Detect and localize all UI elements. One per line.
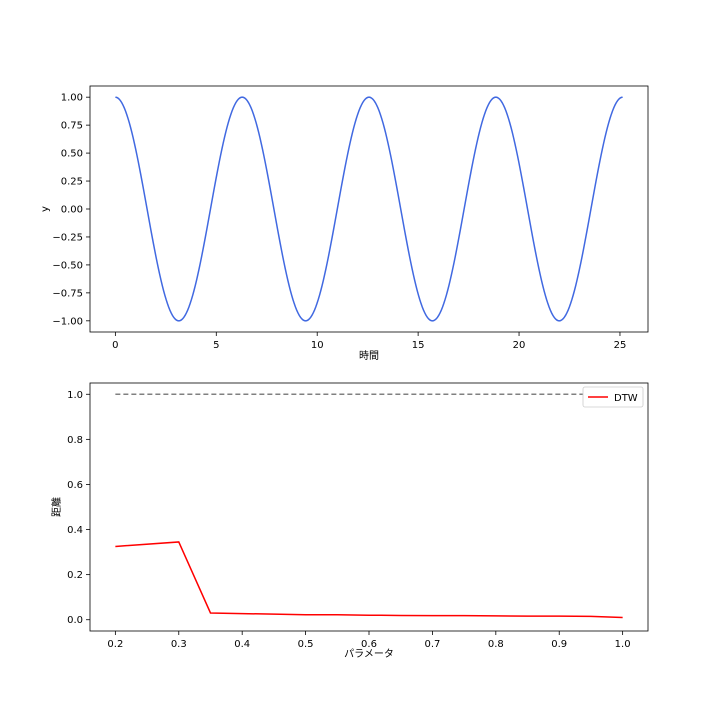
- top-chart: 0 5 10 15 20 25 −1.00 −0.75 −0.50 −0.25 0.00 0.25 0.…: [40, 85, 649, 362]
- bottom-chart-ytick-label: 0.0: [67, 615, 83, 626]
- top-chart-xtick-label: 15: [412, 340, 425, 351]
- bottom-chart-ytick-label: 1.0: [67, 390, 83, 401]
- top-chart-xtick-label: 0: [112, 340, 118, 351]
- legend-box: [582, 386, 644, 408]
- top-chart-xtick-label: 10: [311, 340, 324, 351]
- top-chart-ytick-label: 0.00: [61, 205, 83, 216]
- bottom-chart-xtick-label: 0.5: [298, 639, 314, 650]
- bottom-chart-xtick-label: 0.6: [361, 639, 377, 650]
- bottom-chart-xtick-label: 0.2: [107, 639, 123, 650]
- top-chart-ytick-label: 1.00: [61, 93, 83, 104]
- bottom-chart-xtick-label: 0.8: [488, 639, 504, 650]
- bottom-chart-ytick-label: 0.6: [67, 480, 83, 491]
- top-chart-ytick-label: −0.25: [52, 232, 83, 243]
- top-chart-cosine-line: [115, 96, 623, 322]
- top-chart-ytick-label: 0.75: [61, 121, 83, 132]
- bottom-chart-series: [115, 393, 623, 619]
- bottom-chart-ytick-label: 0.4: [67, 525, 83, 536]
- bottom-chart-xtick-label: 0.7: [424, 639, 440, 650]
- top-chart-ytick-label: −0.75: [52, 288, 83, 299]
- bottom-chart: 0.2 0.3 0.4 0.5 0.6 0.7 0.8 0.9 1.0 0.0 0.2 0.4 0.6 0…: [50, 382, 649, 660]
- top-chart-ytick-label: 0.25: [61, 177, 83, 188]
- top-chart-xtick-label: 25: [614, 340, 627, 351]
- top-chart-xtick-label: 20: [513, 340, 526, 351]
- bottom-chart-ytick-label: 0.2: [67, 570, 83, 581]
- bottom-chart-xtick-label: 1.0: [615, 639, 631, 650]
- top-chart-series: [115, 96, 623, 322]
- bottom-chart-xtick-label: 0.3: [171, 639, 187, 650]
- bottom-chart-xtick-label: 0.4: [234, 639, 250, 650]
- bottom-chart-ylabel: 距離: [50, 497, 63, 517]
- top-chart-ytick-label: −0.50: [52, 260, 83, 271]
- bottom-chart-xlabel: パラメータ: [344, 648, 394, 660]
- top-chart-ticks: 0 5 10 15 20 25 −1.00 −0.75 −0.50 −0.25 0.00 0.25 0.…: [52, 93, 626, 351]
- top-chart-ytick-label: −1.00: [52, 316, 83, 327]
- bottom-chart-ytick-label: 0.8: [67, 435, 83, 446]
- top-chart-xlabel: 時間: [359, 350, 379, 362]
- top-chart-xtick-label: 5: [213, 340, 219, 351]
- top-chart-ytick-label: 0.50: [61, 149, 83, 160]
- bottom-chart-dtw-line: [115, 541, 623, 619]
- bottom-chart-ticks: 0.2 0.3 0.4 0.5 0.6 0.7 0.8 0.9 1.0 0.0 0.2 0.4 0.6 0…: [67, 390, 630, 650]
- legend: DTW: [582, 386, 644, 408]
- bottom-chart-xtick-label: 0.9: [551, 639, 567, 650]
- top-chart-ylabel: y: [40, 206, 51, 212]
- legend-dtw-label: DTW: [614, 393, 638, 404]
